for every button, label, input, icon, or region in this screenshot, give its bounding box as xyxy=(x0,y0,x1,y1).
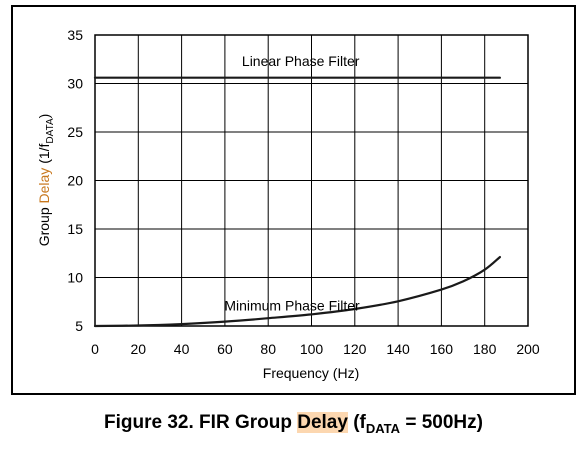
x-tick-label: 80 xyxy=(260,341,276,357)
y-axis-label-post: (1/f xyxy=(36,143,52,167)
series-lines xyxy=(93,76,501,328)
tick-labels: 0 20 40 60 80 100 120 140 160 180 200 5 10 15 20 25 30 35 xyxy=(67,27,539,357)
y-axis-label-close: ) xyxy=(36,114,52,119)
x-axis-label: Frequency (Hz) xyxy=(263,365,359,381)
caption-sub: DATA xyxy=(365,420,401,436)
x-tick-label: 100 xyxy=(300,341,324,357)
caption-mid: (f xyxy=(347,412,366,433)
annotations: Linear Phase Filter Minimum Phase Filter xyxy=(224,53,360,313)
x-tick-label: 120 xyxy=(343,341,367,357)
y-tick-label: 25 xyxy=(67,124,83,140)
y-axis-label-pre: Group xyxy=(36,203,52,246)
y-tick-label: 10 xyxy=(67,270,83,286)
y-tick-label: 20 xyxy=(67,173,83,189)
group-delay-chart: 0 20 40 60 80 100 120 140 160 180 200 5 10 15 20 25 30 35… xyxy=(36,27,540,381)
plot-area-border xyxy=(94,34,529,327)
x-tick-label: 60 xyxy=(217,341,233,357)
figure-caption: Figure 32. FIR Group Delay (fDATA = 500H… xyxy=(0,412,587,436)
grid-lines xyxy=(95,35,528,326)
linear-phase-filter-label: Linear Phase Filter xyxy=(242,53,360,69)
x-tick-label: 180 xyxy=(473,341,497,357)
y-axis-label-highlight: Delay xyxy=(36,168,52,204)
y-axis-label-sub: DATA xyxy=(45,118,56,144)
caption-post: = 500Hz) xyxy=(400,412,483,433)
chart-frame: 0 20 40 60 80 100 120 140 160 180 200 5 10 15 20 25 30 35… xyxy=(11,5,576,395)
x-tick-label: 20 xyxy=(131,341,147,357)
x-tick-label: 0 xyxy=(91,341,99,357)
caption-highlight: Delay xyxy=(297,412,348,433)
minimum-phase-filter-label: Minimum Phase Filter xyxy=(224,298,360,314)
caption-pre: Figure 32. FIR Group xyxy=(104,412,298,433)
minimum-phase-filter-line xyxy=(93,256,501,328)
y-axis-label: Group Delay (1/fDATA) xyxy=(36,114,56,247)
x-tick-label: 160 xyxy=(430,341,454,357)
y-tick-label: 5 xyxy=(75,318,83,334)
y-tick-label: 15 xyxy=(67,221,83,237)
x-tick-label: 200 xyxy=(516,341,540,357)
x-tick-label: 140 xyxy=(386,341,410,357)
x-tick-label: 40 xyxy=(174,341,190,357)
y-tick-label: 30 xyxy=(67,76,83,92)
y-tick-label: 35 xyxy=(67,27,83,43)
